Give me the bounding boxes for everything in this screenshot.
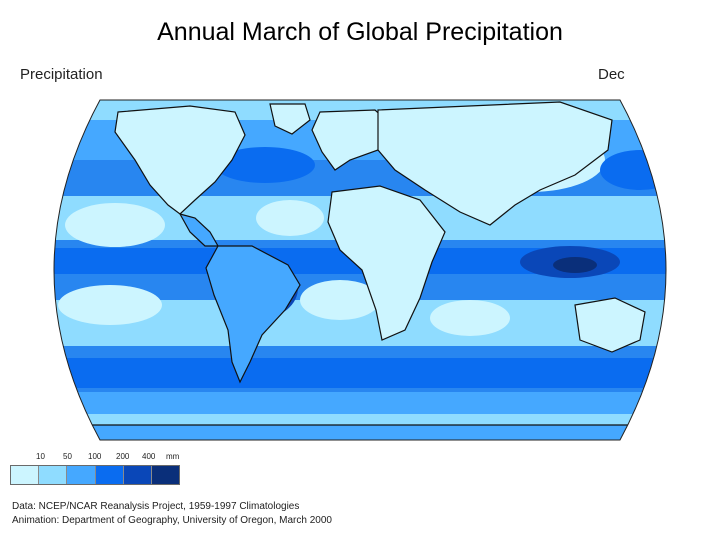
map-month-label: Dec [598, 66, 625, 83]
legend-unit: mm [166, 452, 180, 461]
legend-tick-10: 10 [36, 452, 45, 461]
legend-swatch-4 [123, 466, 152, 484]
legend-tick-200: 200 [116, 452, 130, 461]
legend-tick-400: 400 [142, 452, 156, 461]
legend-swatch-2 [67, 466, 96, 484]
legend-swatch-5 [151, 466, 180, 484]
credits-animation-source: Animation: Department of Geography, Univ… [12, 515, 332, 526]
precipitation-field [54, 100, 666, 440]
globe-outline [53, 99, 667, 441]
legend-swatch-3 [95, 466, 124, 484]
precipitation-legend: 10 50 100 200 400 mm [10, 452, 180, 488]
credits: Data: NCEP/NCAR Reanalysis Project, 1959… [12, 500, 332, 528]
legend-tick-labels: 10 50 100 200 400 mm [10, 452, 180, 464]
north-pacific-dry-cell [65, 203, 165, 247]
australia [574, 297, 646, 353]
legend-color-bar [10, 465, 180, 485]
maritime-continent-core [553, 257, 597, 273]
southern-storm-band [54, 358, 666, 388]
north-america [114, 105, 246, 215]
africa [327, 185, 446, 341]
legend-swatch-0 [11, 466, 40, 484]
north-atlantic-storm-track [215, 147, 315, 183]
greenland [269, 103, 311, 135]
legend-swatch-1 [39, 466, 68, 484]
south-pacific-dry-cell [58, 285, 162, 325]
legend-tick-50: 50 [63, 452, 72, 461]
legend-tick-100: 100 [88, 452, 102, 461]
slide-title: Annual March of Global Precipitation [157, 18, 563, 46]
antarctica [59, 424, 661, 440]
south-indian-dry-cell [430, 300, 510, 336]
south-america [205, 245, 301, 384]
asia [377, 101, 613, 226]
south-atlantic-dry-cell [300, 280, 380, 320]
credits-data-source: Data: NCEP/NCAR Reanalysis Project, 1959… [12, 501, 300, 512]
map-variable-label: Precipitation [20, 66, 103, 83]
north-atlantic-dry-cell [256, 200, 324, 236]
north-pacific-storm-track [600, 150, 666, 190]
southern-ocean-band [54, 392, 666, 414]
